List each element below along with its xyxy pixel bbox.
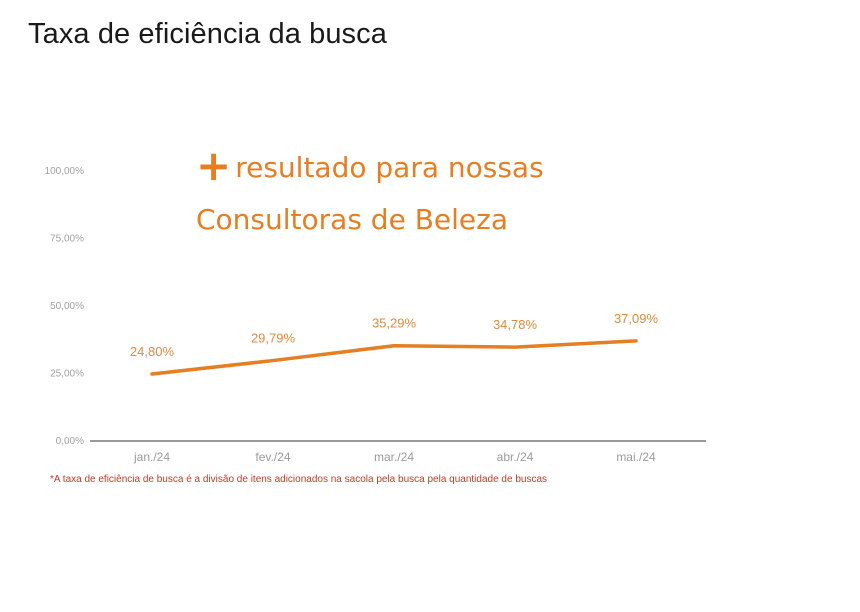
data-label: 35,29% xyxy=(372,316,417,331)
page-title: Taxa de eficiência da busca xyxy=(28,18,387,50)
data-label: 24,80% xyxy=(130,344,175,359)
x-tick-label: abr./24 xyxy=(497,450,534,464)
y-tick-label: 50,00% xyxy=(50,301,84,312)
y-tick-label: 100,00% xyxy=(45,166,85,177)
headline-line-2: Consultoras de Beleza xyxy=(196,203,509,236)
x-tick-label: fev./24 xyxy=(255,450,290,464)
data-label: 34,78% xyxy=(493,317,538,332)
headline-line-1-text: resultado para nossas xyxy=(235,151,544,184)
x-tick-label: jan./24 xyxy=(133,450,170,464)
y-tick-label: 25,00% xyxy=(50,369,84,380)
headline-callout: + resultado para nossas Consultoras de Be… xyxy=(196,140,544,246)
x-axis-ticks: jan./24 fev./24 mar./24 abr./24 mai./24 xyxy=(133,450,656,464)
series-line xyxy=(150,339,638,376)
data-label: 29,79% xyxy=(251,331,296,346)
y-axis-ticks: 0,00% 25,00% 50,00% 75,00% 100,00% xyxy=(45,166,85,447)
data-labels: 24,80% 29,79% 35,29% 34,78% 37,09% xyxy=(130,311,659,359)
headline-line-1: + resultado para nossas xyxy=(196,140,544,194)
data-label: 37,09% xyxy=(614,311,659,326)
y-tick-label: 0,00% xyxy=(56,436,84,447)
plus-icon: + xyxy=(196,141,232,190)
x-tick-label: mar./24 xyxy=(374,450,414,464)
footnote: *A taxa de eficiência de busca é a divis… xyxy=(50,474,548,485)
y-tick-label: 75,00% xyxy=(50,234,84,245)
x-tick-label: mai./24 xyxy=(616,450,656,464)
